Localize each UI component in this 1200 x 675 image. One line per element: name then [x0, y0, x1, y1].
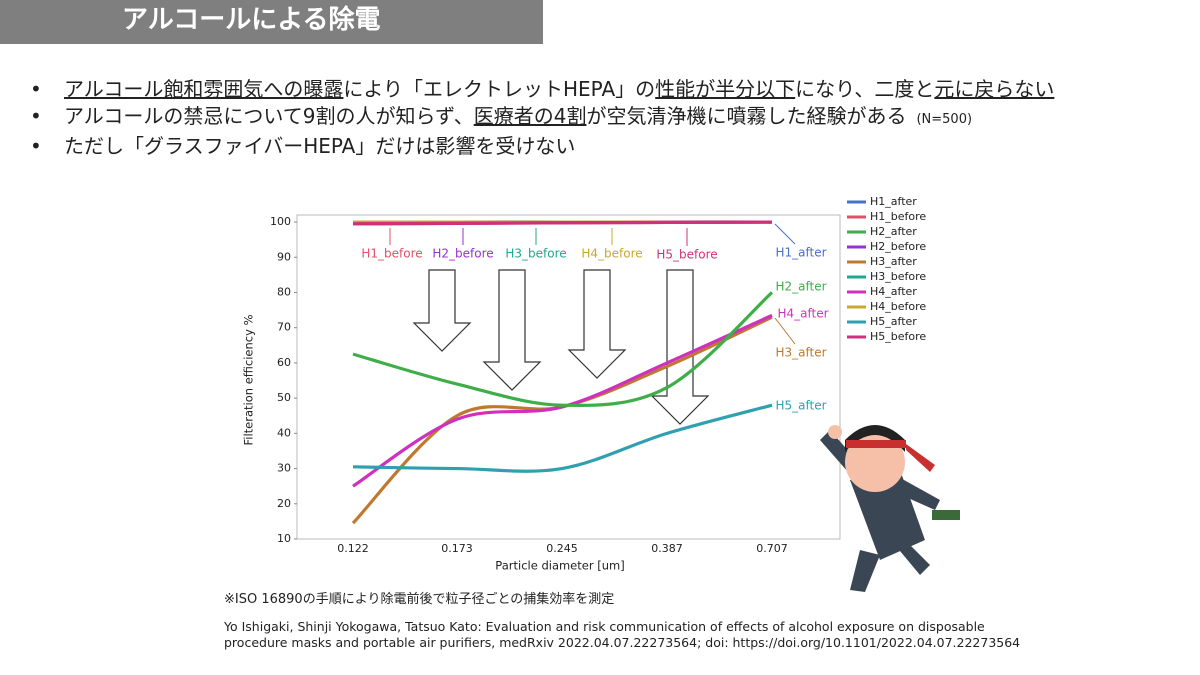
bullet-text: アルコール飽和雰囲気への曝露: [64, 77, 344, 101]
y-tick-label: 70: [277, 321, 291, 334]
bullet-text: 医療者の4割: [473, 103, 587, 128]
x-tick-label: 0.122: [337, 542, 369, 555]
y-axis-label: Filteration efficiency %: [242, 314, 256, 445]
annotation-leader: [774, 223, 796, 245]
series-line: [352, 313, 773, 488]
plot-frame: [296, 214, 841, 540]
bullet-text: 性能が半分以下: [655, 77, 796, 101]
x-axis-label: Particle diameter [um]: [495, 559, 624, 573]
legend-label: H3_after: [870, 255, 917, 268]
annotation: H5_after: [775, 399, 826, 413]
annotation: H3_before: [505, 247, 566, 261]
citation: Yo Ishigaki, Shinji Yokogawa, Tatsuo Kat…: [224, 619, 1020, 651]
legend-label: H5_after: [870, 315, 917, 328]
legend-label: H4_before: [870, 300, 926, 313]
legend-label: H2_before: [870, 240, 926, 253]
x-tick-label: 0.707: [756, 542, 788, 555]
slide-title: アルコールによる除電: [0, 0, 543, 44]
bullet-text: ただし「グラスファイバーHEPA」だけは影響を受けない: [64, 134, 576, 158]
arrows: [412, 269, 710, 425]
bullet: アルコールの禁忌について9割の人が知らず、医療者の4割が空気清浄機に噴霧した経験…: [30, 103, 1054, 134]
citation-line: procedure masks and portable air purifie…: [224, 635, 1021, 650]
legend-label: H5_before: [870, 330, 926, 343]
annotation: H1_before: [361, 247, 422, 261]
annotation: H2_before: [432, 247, 493, 261]
y-tick-label: 80: [277, 285, 291, 298]
y-tick-label: 40: [277, 426, 291, 439]
annotation-leader: [774, 317, 796, 345]
bullet-text: により「エレクトレットHEPA」の: [343, 77, 656, 101]
bullet-list: アルコール飽和雰囲気への曝露により「エレクトレットHEPA」の性能が半分以下にな…: [30, 76, 1054, 160]
legend-label: H1_before: [870, 210, 926, 223]
annotation: H2_after: [775, 280, 826, 294]
y-tick-label: 20: [277, 497, 291, 510]
bullet-text: (N=500): [916, 111, 973, 127]
x-tick-label: 0.245: [546, 542, 578, 555]
y-tick-label: 30: [277, 462, 291, 475]
legend-label: H1_after: [870, 195, 917, 208]
annotation: H4_before: [581, 247, 642, 261]
y-tick-label: 60: [277, 356, 291, 369]
x-tick-label: 0.173: [441, 542, 473, 555]
note: ※ISO 16890の手順により除電前後で粒子径ごとの捕集効率を測定: [224, 592, 615, 607]
legend-label: H2_after: [870, 225, 917, 238]
illustration: [820, 425, 960, 592]
x-tick-label: 0.387: [651, 542, 683, 555]
series-line: [352, 403, 773, 473]
y-tick-label: 50: [277, 391, 291, 404]
bullet-text: が空気清浄機に噴霧した経験がある: [586, 103, 907, 128]
bullet-text: になり、二度と: [795, 77, 935, 101]
legend-label: H4_after: [870, 285, 917, 298]
annotation: H5_before: [656, 248, 717, 262]
y-tick-label: 90: [277, 250, 291, 263]
legend-label: H3_before: [870, 270, 926, 283]
annotation: H4_after: [777, 307, 828, 321]
y-tick-label: 10: [277, 532, 291, 545]
series-line: [352, 220, 773, 226]
bullet: ただし「グラスファイバーHEPA」だけは影響を受けない: [30, 133, 1054, 160]
bullet-text: 元に戻らない: [934, 77, 1055, 101]
bullet: アルコール飽和雰囲気への曝露により「エレクトレットHEPA」の性能が半分以下にな…: [30, 76, 1054, 103]
annotation: H3_after: [775, 346, 826, 360]
bullet-text: アルコールの禁忌について9割の人が知らず、: [64, 103, 474, 128]
annotation: H1_after: [775, 246, 826, 260]
series-line: [352, 291, 774, 407]
citation-line: Yo Ishigaki, Shinji Yokogawa, Tatsuo Kat…: [224, 619, 985, 634]
y-tick-label: 100: [270, 215, 291, 228]
